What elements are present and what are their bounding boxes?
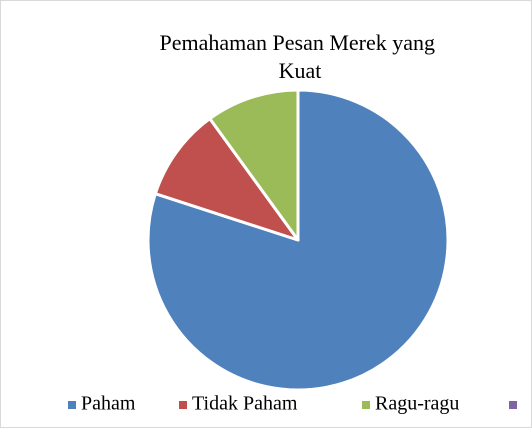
pie-slice (208, 88, 300, 242)
chart-title-line: Kuat (279, 58, 322, 83)
chart-title-line: Pemahaman Pesan Merek yang (159, 30, 435, 55)
legend-swatch (179, 401, 187, 409)
chart-title: Pemahaman Pesan Merek yang Kuat (159, 30, 440, 83)
legend-swatch (68, 401, 76, 409)
legend-swatch (362, 401, 370, 409)
legend-swatch (509, 401, 517, 409)
legend-label: Paham (81, 393, 136, 415)
legend-label: Tidak Paham (192, 393, 298, 415)
legend-label: Ragu-ragu (375, 393, 459, 415)
pie-slice (153, 117, 300, 242)
